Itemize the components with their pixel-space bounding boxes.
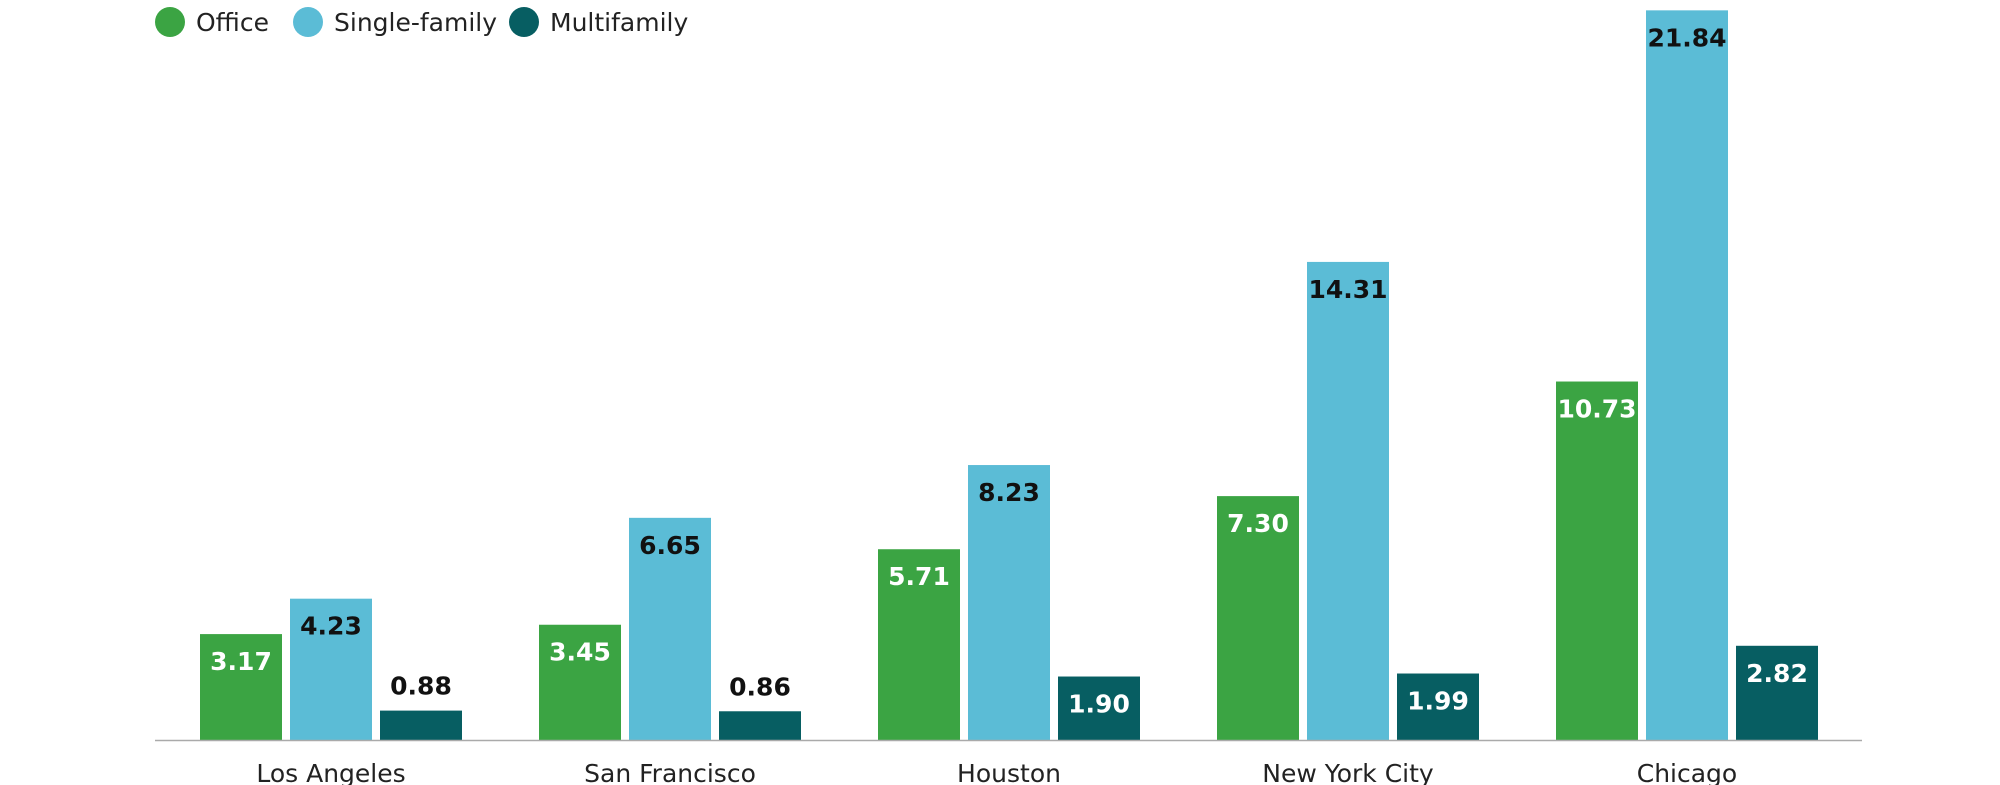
category-label-houston: Houston: [957, 759, 1061, 785]
legend-label-office: Office: [196, 8, 269, 37]
bar-single-family-san-francisco: [629, 517, 711, 740]
value-label-multifamily-houston: 1.90: [1068, 690, 1130, 719]
legend-label-multifamily: Multifamily: [550, 8, 688, 37]
value-label-single-family-houston: 8.23: [978, 478, 1040, 507]
bar-multifamily-san-francisco: [719, 711, 801, 740]
bar-office-los-angeles: [200, 634, 282, 740]
value-label-office-san-francisco: 3.45: [549, 638, 611, 667]
bars: [200, 10, 1818, 740]
bar-office-houston: [878, 549, 960, 740]
legend-swatch-single-family: [293, 7, 323, 37]
value-label-single-family-los-angeles: 4.23: [300, 612, 362, 641]
category-label-new-york-city: New York City: [1262, 759, 1434, 785]
bar-single-family-houston: [968, 465, 1050, 740]
bar-single-family-los-angeles: [290, 598, 372, 740]
category-label-chicago: Chicago: [1637, 759, 1737, 785]
legend-swatch-office: [155, 7, 185, 37]
bar-single-family-chicago: [1646, 10, 1728, 740]
value-label-multifamily-los-angeles: 0.88: [390, 672, 452, 701]
value-label-office-new-york-city: 7.30: [1227, 509, 1289, 538]
value-label-single-family-new-york-city: 14.31: [1308, 275, 1387, 304]
category-label-san-francisco: San Francisco: [584, 759, 756, 785]
bar-multifamily-los-angeles: [380, 710, 462, 740]
bar-multifamily-new-york-city: [1397, 673, 1479, 740]
value-label-multifamily-chicago: 2.82: [1746, 659, 1808, 688]
value-label-single-family-chicago: 21.84: [1647, 23, 1726, 52]
category-labels: Los Angeles San Francisco Houston New York …: [256, 759, 1737, 785]
legend: Office Single-family Multifamily: [155, 7, 688, 37]
bar-office-new-york-city: [1217, 496, 1299, 740]
legend-label-single-family: Single-family: [334, 8, 497, 37]
value-label-office-chicago: 10.73: [1557, 395, 1636, 424]
value-label-office-houston: 5.71: [888, 562, 950, 591]
value-label-multifamily-new-york-city: 1.99: [1407, 687, 1469, 716]
category-label-los-angeles: Los Angeles: [256, 759, 405, 785]
bar-office-chicago: [1556, 381, 1638, 740]
bar-multifamily-chicago: [1736, 645, 1818, 740]
bar-multifamily-houston: [1058, 676, 1140, 740]
value-label-single-family-san-francisco: 6.65: [639, 531, 701, 560]
bar-single-family-new-york-city: [1307, 261, 1389, 740]
value-label-multifamily-san-francisco: 0.86: [729, 672, 791, 701]
legend-swatch-multifamily: [509, 7, 539, 37]
value-label-office-los-angeles: 3.17: [210, 647, 272, 676]
bar-office-san-francisco: [539, 624, 621, 740]
value-labels: 3.17 4.23 0.88 3.45 6.65 0.86 5.71 8.23 1.90 7.30…: [210, 23, 1808, 718]
